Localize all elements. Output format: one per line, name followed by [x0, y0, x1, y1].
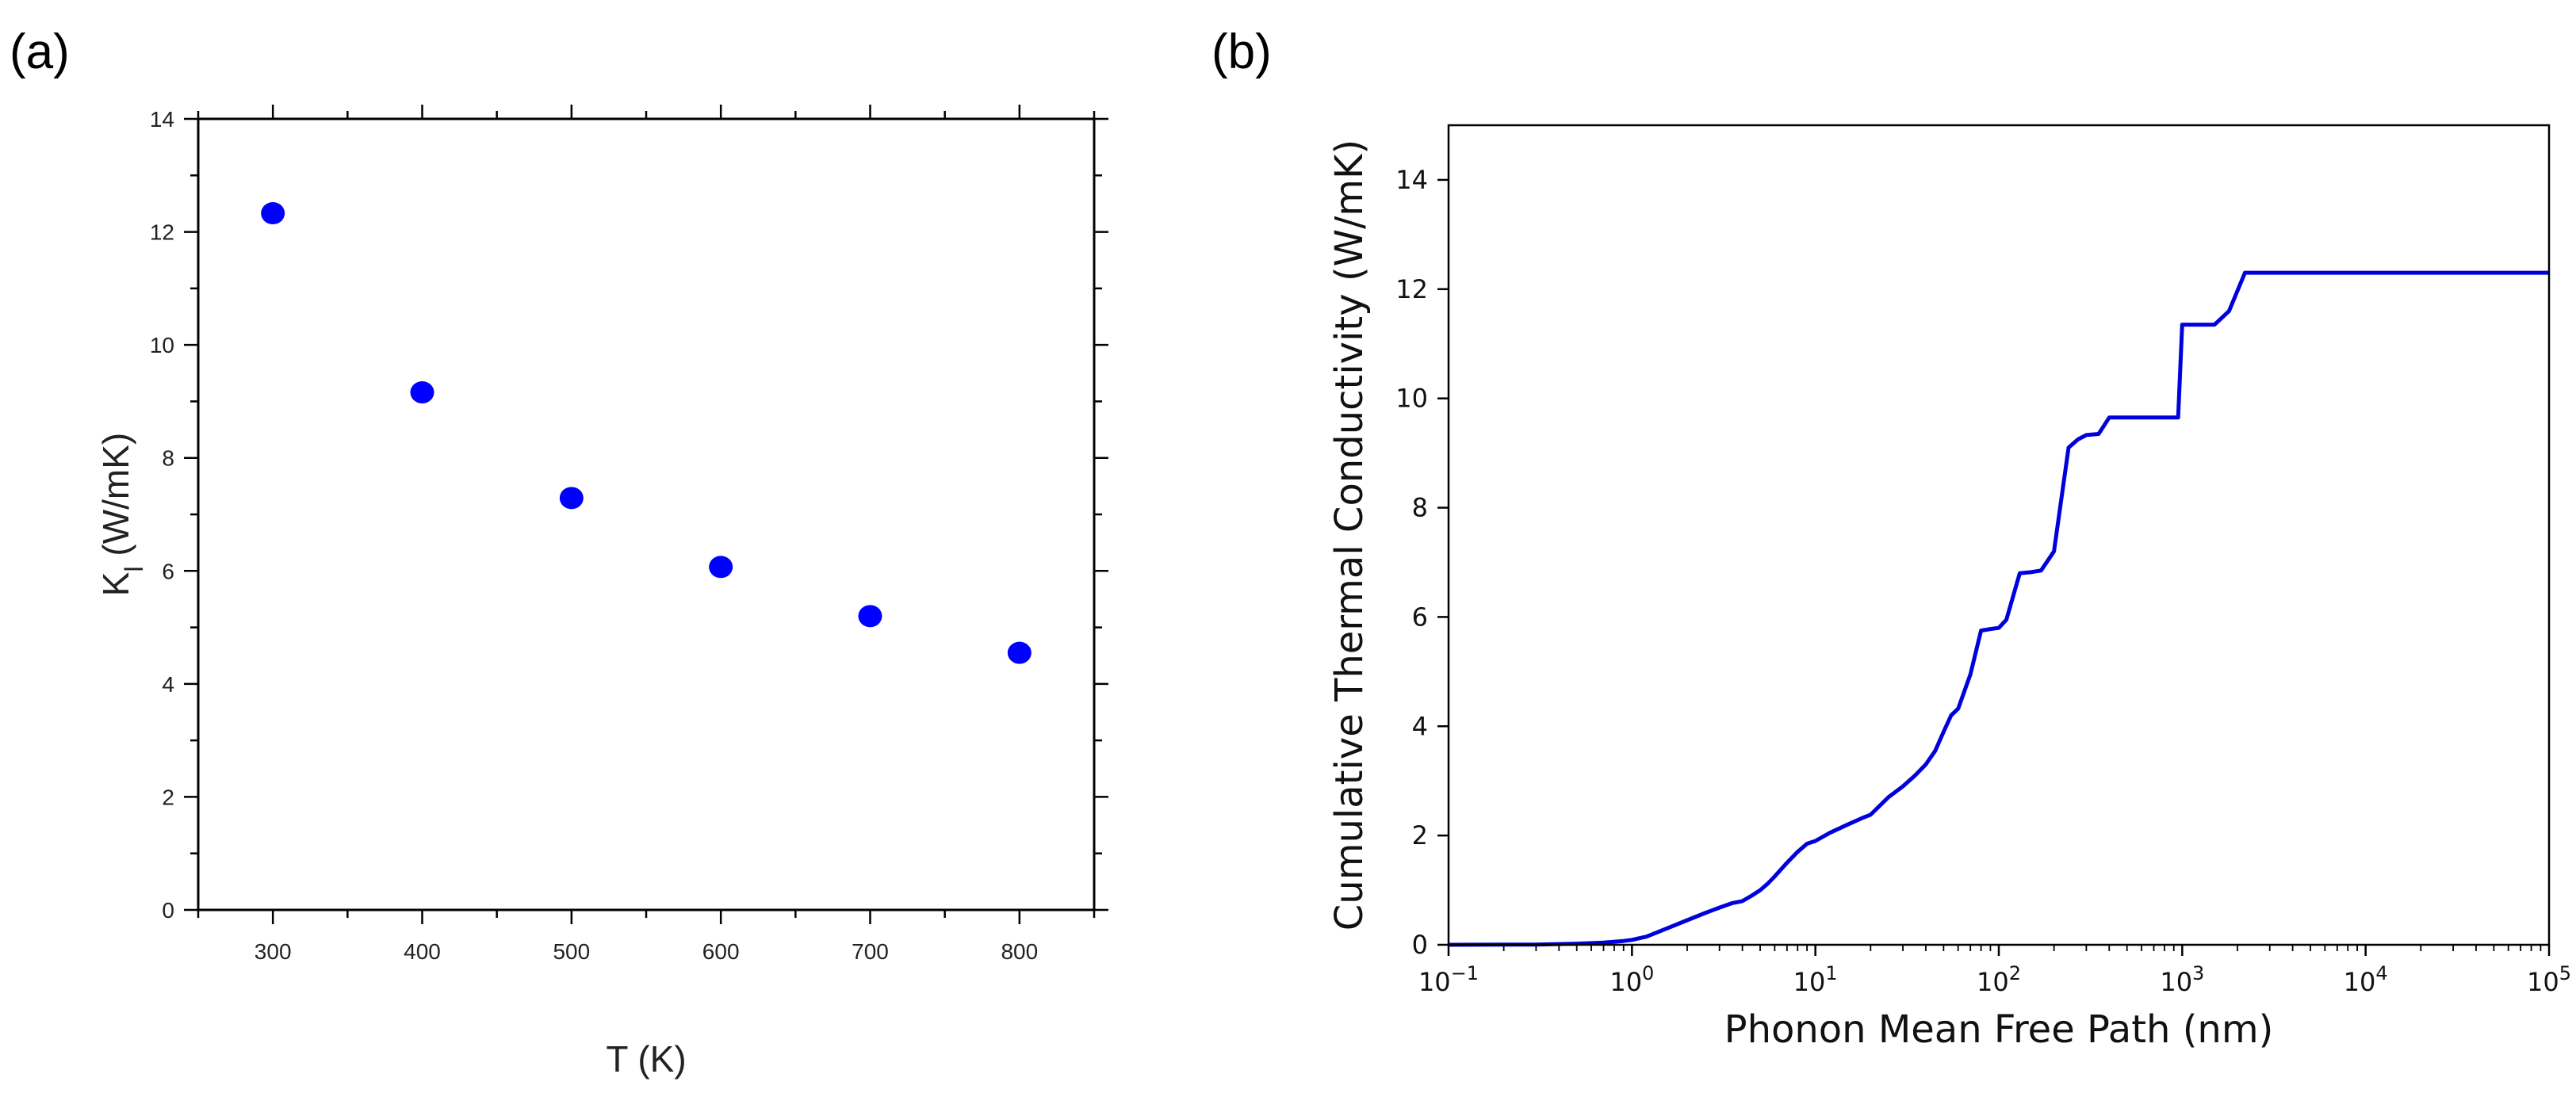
chart-b-ytick-label: 14 [1395, 165, 1428, 195]
chart-a-ylabel-unit: (W/mK) [95, 433, 136, 567]
chart-b-xtick-label: 103 [2160, 962, 2204, 997]
chart-a-xtick-label: 800 [1001, 939, 1038, 964]
chart-a: 300 400 500 600 700 800 0 2 4 6 8 10 12 14 T (K) Kl (… [95, 105, 1108, 1080]
chart-a-ylabel-main: K [95, 571, 136, 596]
chart-a-frame [197, 117, 1096, 911]
chart-a-ylabel: Kl (W/mK) [95, 433, 148, 596]
chart-a-xtick-label: 500 [553, 939, 590, 964]
chart-a-ytick-label: 4 [162, 672, 174, 697]
chart-b-ytick-label: 10 [1395, 384, 1428, 414]
chart-b: 10−1 100 101 102 103 104 105 0 2 4 6 8 10 12 14 Phonon… [1327, 124, 2571, 1052]
chart-a-ytick-label: 12 [150, 220, 174, 245]
chart-b-ytick-label: 8 [1412, 493, 1428, 523]
chart-b-ylabel: Cumulative Thermal Conductivity (W/mK) [1327, 139, 1372, 931]
chart-a-xtick-label: 600 [702, 939, 740, 964]
chart-b-frame [1447, 124, 2551, 946]
panel-b-label: (b) [1211, 25, 1272, 79]
panel-a-label: (a) [10, 25, 70, 79]
chart-a-ylabel-sub: l [120, 566, 148, 571]
chart-b-ytick-label: 2 [1412, 820, 1428, 850]
chart-b-ytick-label: 6 [1412, 602, 1428, 632]
chart-b-xtick-label: 10−1 [1418, 962, 1479, 997]
chart-a-points [261, 202, 1032, 664]
chart-a-point [261, 202, 285, 225]
chart-a-ytick-label: 14 [150, 107, 174, 132]
chart-a-ytick-label: 6 [162, 559, 174, 583]
chart-a-xtick-label: 400 [404, 939, 441, 964]
chart-b-ytick-label: 4 [1412, 711, 1428, 741]
chart-b-xtick-label: 105 [2527, 962, 2571, 997]
chart-b-ticks: 10−1 100 101 102 103 104 105 0 2 4 6 8 10 12 14 [1395, 165, 2571, 997]
chart-a-point [559, 487, 584, 510]
chart-a-ticks: 300 400 500 600 700 800 0 2 4 6 8 10 12 14 [150, 105, 1108, 964]
chart-a-ytick-label: 10 [150, 333, 174, 357]
chart-a-ytick-label: 0 [162, 898, 174, 923]
chart-b-xtick-label: 101 [1793, 962, 1838, 997]
chart-b-ytick-label: 12 [1395, 274, 1428, 304]
chart-a-point [410, 381, 434, 404]
chart-a-point [858, 605, 882, 628]
chart-a-ytick-label: 8 [162, 446, 174, 471]
chart-a-xtick-label: 300 [255, 939, 292, 964]
chart-a-ytick-label: 2 [162, 785, 174, 809]
chart-b-series-line [1448, 270, 2549, 947]
chart-b-ytick-label: 0 [1412, 930, 1428, 960]
chart-a-point [709, 556, 733, 579]
chart-a-xlabel: T (K) [606, 1038, 686, 1080]
chart-b-xtick-label: 100 [1610, 962, 1654, 997]
chart-a-xtick-label: 700 [852, 939, 889, 964]
chart-b-xtick-label: 102 [1977, 962, 2021, 997]
chart-b-xlabel: Phonon Mean Free Path (nm) [1724, 1007, 2274, 1052]
chart-b-xtick-label: 104 [2344, 962, 2388, 997]
chart-a-point [1007, 641, 1032, 664]
